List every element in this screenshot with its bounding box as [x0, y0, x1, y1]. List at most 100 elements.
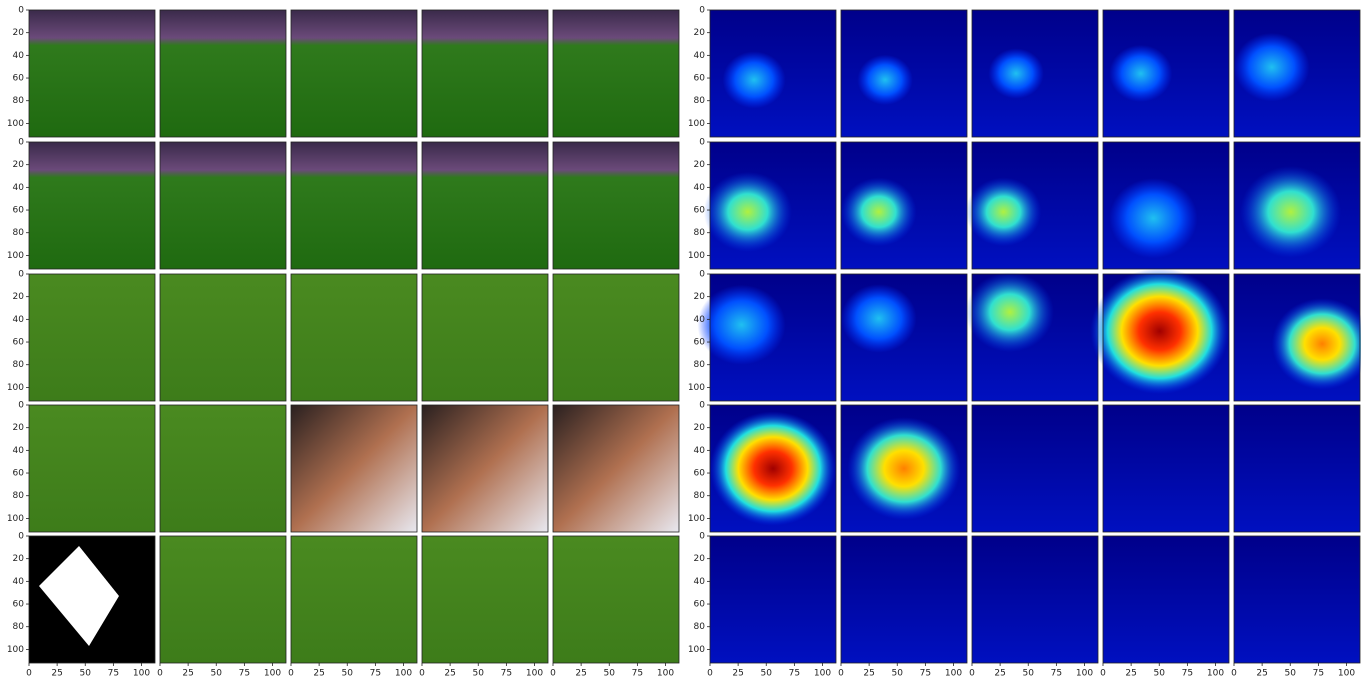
frame-image — [422, 142, 548, 269]
x-tick-label: 50 — [1285, 669, 1297, 677]
y-tick-label: 40 — [13, 577, 25, 587]
frame-image — [553, 536, 679, 663]
x-tick-label: 50 — [342, 669, 354, 677]
x-tick-label: 100 — [133, 669, 150, 677]
x-tick-label: 25 — [732, 669, 743, 677]
heatmap-image — [1234, 405, 1360, 532]
frame-image — [160, 274, 286, 401]
x-tick-label: 100 — [657, 669, 674, 677]
y-tick-label: 80 — [13, 360, 25, 370]
figure: 0 20 40 60 80 100 0 20 40 60 80 100 0 20 40 60 80 100 0 20 4… — [0, 0, 1361, 677]
frame-image — [553, 405, 679, 532]
y-tick-label: 40 — [694, 446, 706, 456]
x-tick-label: 75 — [501, 669, 512, 677]
x-tick-label: 100 — [945, 669, 962, 677]
x-tick-label: 100 — [1338, 669, 1355, 677]
x-tick-label: 50 — [761, 669, 773, 677]
y-tick-label: 0 — [18, 401, 24, 411]
x-tick-label: 0 — [550, 669, 556, 677]
x-tick-label: 0 — [419, 669, 425, 677]
heatmap-blob — [857, 55, 912, 105]
y-tick-label: 40 — [13, 315, 25, 325]
x-tick-label: 75 — [1182, 669, 1193, 677]
y-tick-label: 60 — [694, 469, 706, 479]
heatmap-image — [841, 536, 967, 663]
x-tick-label: 25 — [994, 669, 1005, 677]
y-tick-label: 60 — [13, 469, 25, 479]
y-tick-label: 0 — [18, 532, 24, 542]
x-tick-label: 25 — [1256, 669, 1267, 677]
y-tick-label: 40 — [13, 446, 25, 456]
y-tick-label: 80 — [13, 96, 25, 106]
y-tick-label: 80 — [13, 622, 25, 632]
heatmap-blob — [966, 272, 1054, 352]
x-tick-label: 0 — [707, 669, 713, 677]
frame-image — [291, 405, 417, 532]
y-tick-label: 100 — [688, 251, 705, 261]
x-tick-label: 100 — [814, 669, 831, 677]
x-tick-label: 0 — [157, 669, 163, 677]
x-tick-label: 25 — [182, 669, 193, 677]
y-tick-label: 100 — [7, 251, 24, 261]
frame-image — [160, 10, 286, 137]
frame-image — [422, 10, 548, 137]
heatmap-blob — [988, 48, 1043, 98]
heatmap-blob — [710, 411, 836, 525]
y-tick-label: 40 — [694, 183, 706, 193]
heatmap-blob — [841, 284, 917, 353]
y-tick-label: 60 — [694, 206, 706, 216]
x-tick-label: 0 — [288, 669, 294, 677]
heatmap-blob — [966, 178, 1042, 247]
heatmap-blob — [1240, 166, 1341, 257]
y-tick-label: 80 — [13, 491, 25, 501]
y-tick-label: 20 — [13, 28, 25, 38]
heatmap-blob — [1090, 268, 1229, 394]
y-tick-label: 0 — [18, 270, 24, 280]
y-tick-label: 0 — [699, 6, 705, 16]
y-tick-label: 80 — [694, 491, 706, 501]
frame-image — [29, 274, 155, 401]
frame-image — [291, 274, 417, 401]
x-tick-label: 100 — [1076, 669, 1093, 677]
y-tick-label: 20 — [13, 423, 25, 433]
y-tick-label: 40 — [694, 51, 706, 61]
y-tick-label: 40 — [694, 315, 706, 325]
y-tick-label: 20 — [694, 292, 706, 302]
x-tick-label: 75 — [370, 669, 381, 677]
x-tick-label: 50 — [211, 669, 223, 677]
y-tick-label: 20 — [13, 160, 25, 170]
frame-image — [291, 536, 417, 663]
y-tick-label: 60 — [13, 600, 25, 610]
heatmap-blob — [1109, 45, 1172, 102]
x-tick-label: 25 — [1125, 669, 1136, 677]
y-tick-label: 40 — [694, 577, 706, 587]
frame-image — [553, 10, 679, 137]
heatmap-blob — [704, 172, 792, 252]
y-tick-label: 40 — [13, 183, 25, 193]
y-tick-label: 100 — [688, 119, 705, 129]
x-tick-label: 50 — [1154, 669, 1166, 677]
frame-image — [29, 405, 155, 532]
x-tick-label: 0 — [838, 669, 844, 677]
x-tick-label: 25 — [863, 669, 874, 677]
heatmap-image — [972, 536, 1098, 663]
y-tick-label: 20 — [694, 423, 706, 433]
y-tick-label: 0 — [699, 401, 705, 411]
x-tick-label: 75 — [239, 669, 250, 677]
x-tick-label: 25 — [444, 669, 455, 677]
x-tick-label: 50 — [1023, 669, 1035, 677]
y-tick-label: 100 — [7, 514, 24, 524]
heatmap-image — [1103, 536, 1229, 663]
y-tick-label: 100 — [7, 645, 24, 655]
y-tick-label: 20 — [694, 28, 706, 38]
x-tick-label: 75 — [1313, 669, 1324, 677]
heatmap-blob — [1109, 178, 1197, 258]
x-tick-label: 75 — [108, 669, 119, 677]
heatmap-blob — [1234, 33, 1310, 102]
heatmap-blob — [723, 51, 786, 108]
y-tick-label: 60 — [13, 206, 25, 216]
x-tick-label: 100 — [264, 669, 281, 677]
x-tick-label: 75 — [789, 669, 800, 677]
frame-image — [160, 142, 286, 269]
frame-image — [291, 142, 417, 269]
